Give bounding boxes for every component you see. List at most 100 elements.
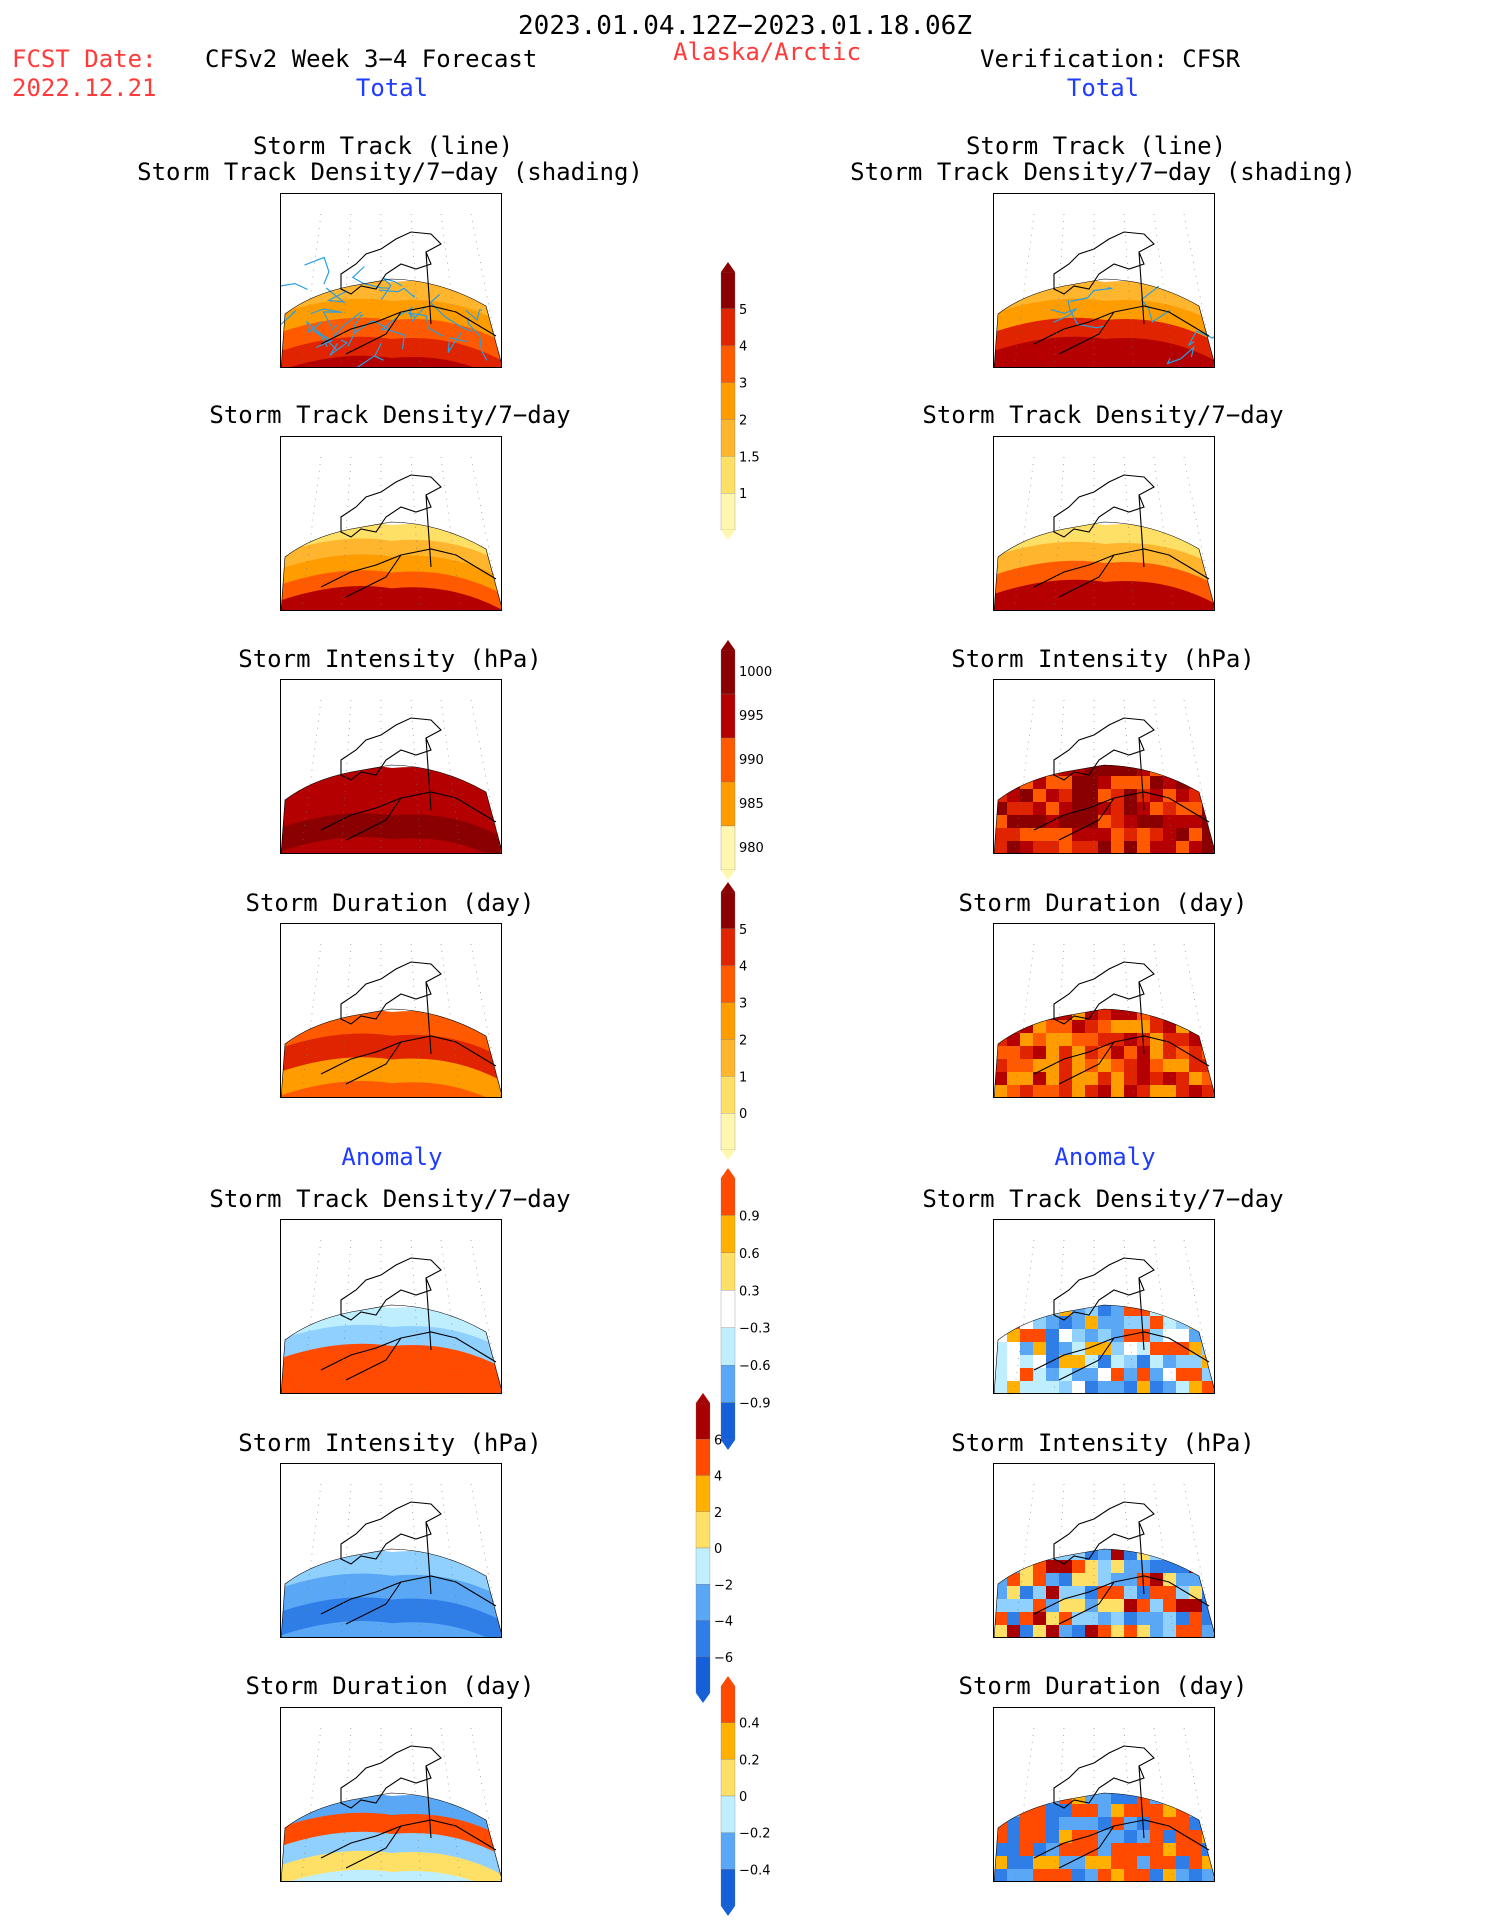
colorbar-tick-label: 4 bbox=[714, 1470, 722, 1485]
colorbar-segment bbox=[695, 1402, 711, 1440]
map-canvas bbox=[994, 1483, 1214, 1637]
grid-cell bbox=[1072, 1560, 1085, 1573]
shading-band bbox=[281, 1869, 501, 1881]
grid-cell bbox=[1176, 1830, 1189, 1843]
colorbar-tick-label: 1000 bbox=[739, 665, 772, 680]
grid-cell bbox=[1085, 1804, 1098, 1817]
colorbar-segment bbox=[695, 1620, 711, 1657]
storm-track-line bbox=[1070, 287, 1113, 302]
grid-cell bbox=[1137, 1381, 1150, 1393]
grid-cell bbox=[994, 1020, 1007, 1033]
domain-outline bbox=[281, 1304, 501, 1393]
grid-cell bbox=[1033, 1085, 1046, 1097]
coastline bbox=[320, 474, 497, 598]
grid-cell bbox=[1124, 1625, 1137, 1637]
grid-cell bbox=[1163, 1033, 1176, 1046]
grid-cell bbox=[1202, 1804, 1214, 1817]
grid-cell bbox=[1111, 1830, 1124, 1843]
grid-cell bbox=[1046, 1817, 1059, 1830]
grid-cell bbox=[1033, 1329, 1046, 1342]
grid-cell bbox=[1072, 1355, 1085, 1368]
graticule-line bbox=[1053, 1727, 1065, 1881]
grid-cell bbox=[1033, 1033, 1046, 1046]
grid-cell bbox=[1163, 1586, 1176, 1599]
coastline bbox=[1033, 717, 1210, 841]
grid-cell bbox=[1046, 1381, 1059, 1393]
grid-cell bbox=[1150, 1843, 1163, 1856]
colorbar-intensity-total: 1000 995 990 985 980 bbox=[720, 640, 772, 880]
grid-cell bbox=[1085, 994, 1098, 1007]
grid-cell bbox=[1202, 994, 1215, 1007]
grid-cell bbox=[1189, 1085, 1202, 1097]
title-track-line-left: Storm Track (line) bbox=[252, 132, 514, 160]
grid-cell bbox=[1111, 1793, 1124, 1804]
grid-cell bbox=[1072, 841, 1085, 853]
grid-cell bbox=[1098, 1329, 1111, 1342]
grid-cell bbox=[1111, 802, 1124, 815]
colorbar-segment bbox=[720, 1039, 736, 1077]
grid-cell bbox=[1137, 1793, 1150, 1804]
colorbar-tick-label: 0.4 bbox=[739, 1717, 760, 1732]
grid-cell bbox=[994, 828, 1007, 841]
grid-cell bbox=[1020, 1329, 1033, 1342]
colorbar-tick-label: 4 bbox=[739, 340, 747, 355]
grid-cell bbox=[1150, 1612, 1163, 1625]
coastline bbox=[320, 1501, 497, 1625]
grid-cell bbox=[1189, 841, 1202, 853]
grid-cell bbox=[1098, 1625, 1111, 1637]
grid-cell bbox=[994, 1072, 1007, 1085]
grid-cell bbox=[1007, 1009, 1020, 1020]
grid-cell bbox=[1007, 1843, 1020, 1856]
grid-cell bbox=[1046, 1804, 1059, 1817]
grid-cell bbox=[1176, 1329, 1189, 1342]
colorbar-segment bbox=[720, 1177, 736, 1216]
colorbar-segment bbox=[720, 1290, 736, 1328]
grid-cell bbox=[1163, 1342, 1176, 1355]
grid-cell bbox=[1137, 1599, 1150, 1612]
grid-cell bbox=[1046, 1355, 1059, 1368]
colorbar-segment bbox=[695, 1656, 711, 1694]
grid-cell bbox=[994, 750, 1007, 763]
colorbar-arrow-top bbox=[721, 640, 735, 650]
grid-cell bbox=[1111, 1290, 1124, 1303]
colorbar-tick-label: 2 bbox=[739, 1033, 747, 1048]
grid-cell bbox=[1072, 1612, 1085, 1625]
colorbar-tick-label: 990 bbox=[739, 753, 764, 768]
grid-cell bbox=[1033, 841, 1046, 853]
grid-cell bbox=[1033, 776, 1046, 789]
grid-cell bbox=[994, 1009, 1007, 1020]
grid-cell bbox=[1202, 1817, 1214, 1830]
grid-cell bbox=[1202, 776, 1214, 789]
graticule-line bbox=[1053, 699, 1065, 853]
grid-cell bbox=[1111, 1046, 1124, 1059]
grid-cell bbox=[1046, 1869, 1059, 1881]
grid-cell bbox=[1124, 1843, 1137, 1856]
grid-cell bbox=[1033, 1586, 1046, 1599]
storm-track-line bbox=[310, 308, 343, 327]
grid-cell bbox=[1189, 1355, 1202, 1368]
grid-cell bbox=[1020, 1612, 1033, 1625]
grid-cell bbox=[1059, 1381, 1072, 1393]
grid-cell bbox=[994, 1381, 1007, 1393]
grid-cell bbox=[1111, 1869, 1124, 1881]
grid-cell bbox=[1176, 1009, 1189, 1020]
map-duration-verification bbox=[993, 923, 1215, 1098]
grid-cell bbox=[1046, 1830, 1059, 1843]
grid-cell bbox=[1046, 1793, 1059, 1804]
grid-cell bbox=[1020, 1560, 1033, 1573]
domain-outline bbox=[994, 1304, 1214, 1393]
colorbar-arrow-top bbox=[721, 1676, 735, 1686]
grid-cell bbox=[1202, 1856, 1214, 1869]
title-anom-duration-left: Storm Duration (day) bbox=[245, 1672, 535, 1700]
grid-cell bbox=[1046, 750, 1059, 763]
colorbar-segment bbox=[720, 492, 736, 531]
grid-cell bbox=[1202, 1573, 1214, 1586]
grid-cell bbox=[1059, 765, 1072, 776]
colorbar-segment bbox=[720, 965, 736, 1003]
grid-cell bbox=[1046, 1316, 1059, 1329]
grid-cell bbox=[1072, 1290, 1085, 1303]
grid-cell bbox=[1150, 1869, 1163, 1881]
grid-cell bbox=[1163, 1625, 1176, 1637]
grid-cell bbox=[1111, 1778, 1124, 1791]
map-anom-duration-forecast bbox=[280, 1707, 502, 1882]
